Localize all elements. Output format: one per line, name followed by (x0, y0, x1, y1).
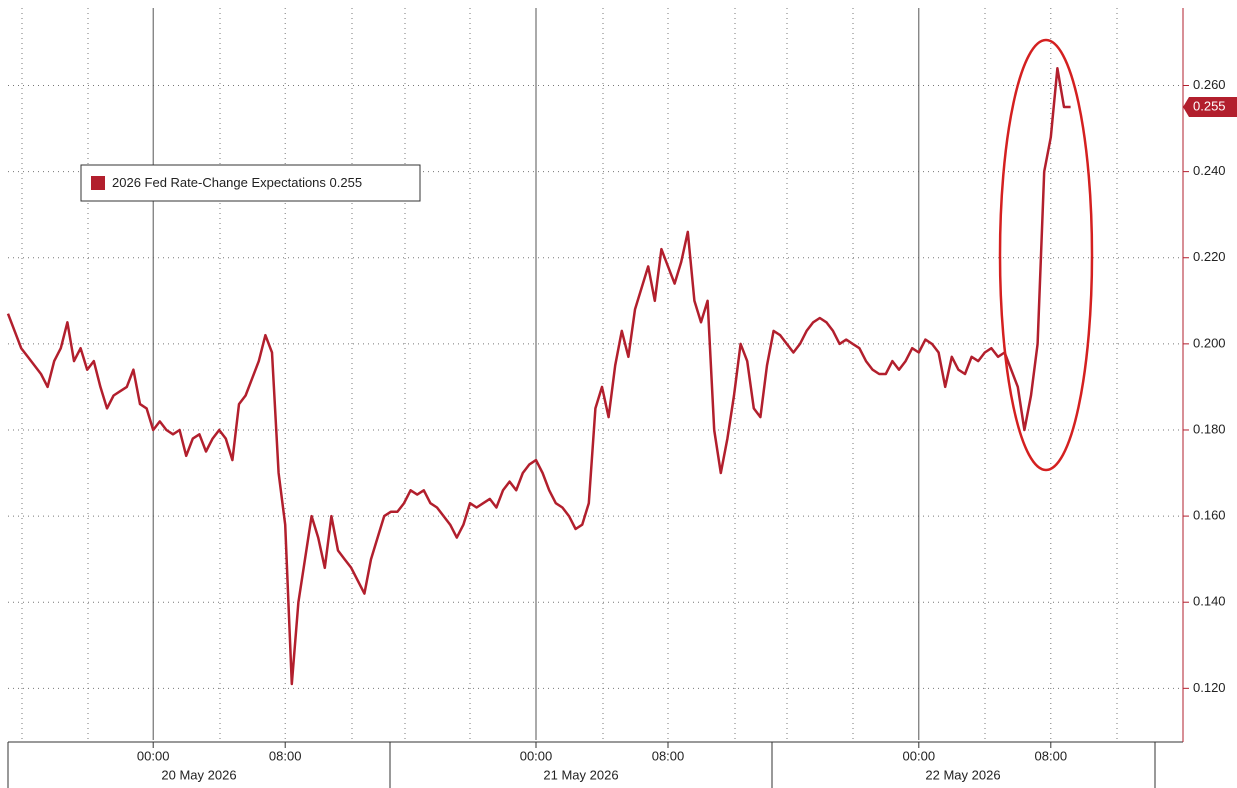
x-tick-label: 00:00 (903, 748, 936, 763)
y-tick-label: 0.240 (1193, 163, 1226, 178)
y-tick-label: 0.260 (1193, 77, 1226, 92)
vertical-grid (21, 8, 1118, 740)
legend-label: 2026 Fed Rate-Change Expectations 0.255 (112, 175, 362, 190)
legend: 2026 Fed Rate-Change Expectations 0.255 (80, 164, 421, 202)
legend-box (80, 164, 421, 202)
annotation-ellipse (998, 38, 1094, 472)
y-tick-label: 0.180 (1193, 421, 1226, 436)
x-tick-label: 08:00 (652, 748, 685, 763)
x-tick-label: 00:00 (137, 748, 170, 763)
y-tick-label: 0.120 (1193, 680, 1226, 695)
legend-swatch (91, 176, 105, 190)
date-label: 22 May 2026 (925, 767, 1000, 782)
y-tick-label: 0.140 (1193, 594, 1226, 609)
y-tick-label: 0.220 (1193, 249, 1226, 264)
legend-value: 0.255 (330, 175, 363, 190)
y-tick-label: 0.160 (1193, 508, 1226, 523)
x-tick-label: 00:00 (520, 748, 553, 763)
last-value-tag (1183, 97, 1237, 118)
x-tick-label: 08:00 (1035, 748, 1068, 763)
legend-name: 2026 Fed Rate-Change Expectations (112, 175, 326, 190)
series-line (6, 67, 1071, 686)
date-label: 21 May 2026 (543, 767, 618, 782)
last-value-label: 0.255 (1193, 98, 1226, 113)
date-label: 20 May 2026 (161, 767, 236, 782)
y-tick-label: 0.200 (1193, 335, 1226, 350)
x-tick-label: 08:00 (269, 748, 302, 763)
